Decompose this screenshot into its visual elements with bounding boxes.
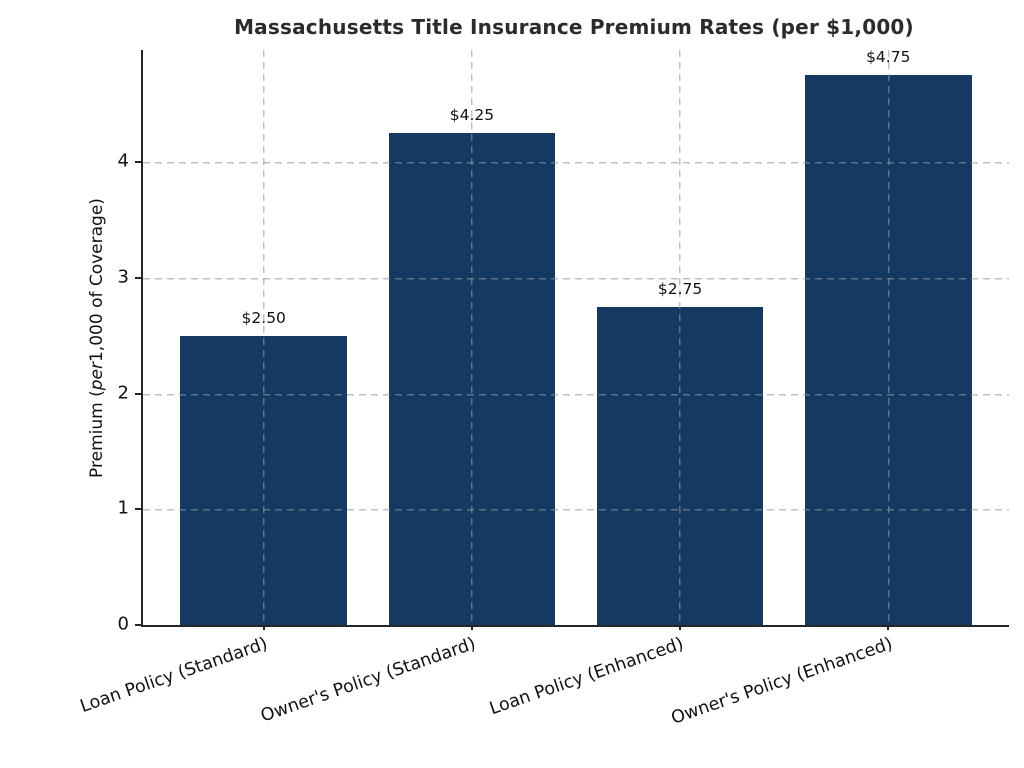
x-tick-label: Owner's Policy (Standard) [258,634,479,727]
y-axis-tick [135,276,143,279]
y-axis-tick [135,392,143,395]
x-axis-tick [887,625,890,630]
y-axis-tick [135,161,143,164]
y-tick-label: 0 [117,613,129,635]
y-axis-label-suffix: 1,000 of Coverage) [87,198,107,363]
x-axis-tick [470,625,473,630]
bar-value-label: $2.50 [241,308,286,327]
bar-value-label: $4.75 [866,48,911,67]
y-tick-label: 3 [117,266,129,288]
chart-title: Massachusetts Title Insurance Premium Ra… [234,15,914,39]
bar-value-label: $2.75 [657,279,703,298]
plot-area: 0 1 2 3 4 Loan Policy (Standard) Owner's Polic… [78,48,1009,729]
x-axis-tick [262,625,265,630]
x-tick-label: Loan Policy (Enhanced) [487,634,687,720]
bar [388,133,556,625]
bar [596,306,764,625]
x-tick-label: Loan Policy (Standard) [77,634,271,717]
y-axis-label-italic: per [87,362,107,391]
x-tick-label: Owner's Policy (Enhanced) [668,634,895,729]
bar [180,335,347,625]
bar [804,75,972,625]
y-tick-label: 1 [117,497,129,519]
y-tick-label: 2 [117,382,129,404]
y-tick-label: 4 [117,150,129,172]
y-axis-tick [135,624,143,626]
y-axis-label: Premium (per1,000 of Coverage) [87,198,107,478]
y-axis-tick [135,508,143,511]
x-axis-tick [679,625,682,630]
y-axis-label-prefix: Premium ( [87,390,107,478]
bar-value-label: $4.25 [449,106,495,125]
